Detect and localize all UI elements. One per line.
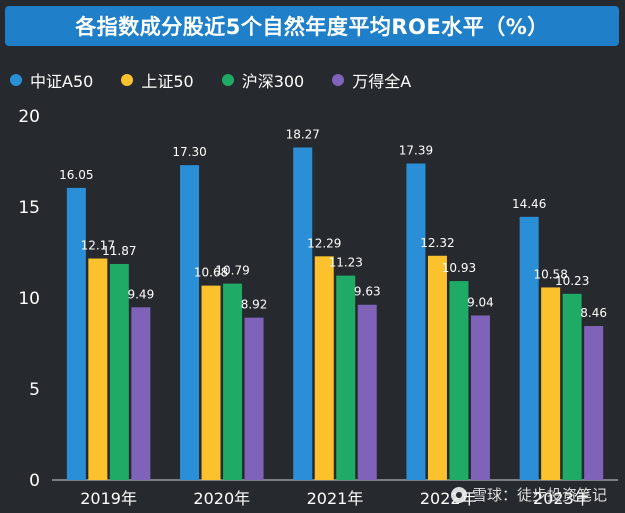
data-label: 10.68 [194, 266, 228, 280]
data-label: 10.23 [555, 274, 589, 288]
y-tick-label: 5 [29, 380, 40, 400]
legend-swatch [10, 74, 22, 86]
data-label: 12.29 [307, 236, 341, 250]
y-tick-label: 0 [29, 471, 40, 491]
data-label: 10.58 [533, 267, 567, 281]
data-label: 12.17 [81, 239, 115, 253]
legend-label: 万得全A [352, 72, 412, 91]
bar [519, 216, 539, 480]
legend-swatch [121, 74, 134, 86]
bar [293, 147, 313, 480]
data-label: 17.39 [399, 144, 433, 158]
data-label: 11.87 [102, 244, 136, 258]
data-label: 17.30 [172, 145, 206, 159]
bar [66, 187, 86, 480]
x-tick-label: 2019年 [80, 489, 137, 508]
x-tick-label: 2023年 [533, 489, 590, 508]
bar [223, 283, 243, 480]
y-tick-label: 10 [18, 289, 40, 309]
legend-item: 万得全A [332, 68, 411, 92]
snowball-logo-icon [450, 486, 467, 503]
bar [541, 287, 561, 480]
legend-item: 上证50 [121, 68, 194, 92]
legend-item: 中证A50 [10, 68, 93, 92]
bar [406, 163, 426, 480]
bar [584, 326, 604, 480]
bar [88, 258, 108, 480]
data-label: 12.32 [420, 236, 454, 250]
title-bar: 各指数成分股近5个自然年度平均ROE水平（%） [5, 6, 619, 46]
bar [427, 255, 447, 480]
legend-label: 沪深300 [241, 72, 305, 91]
legend-item: 沪深300 [221, 68, 305, 92]
data-label: 9.63 [354, 285, 381, 299]
data-label: 9.49 [127, 287, 154, 301]
bar [314, 256, 334, 480]
data-label: 14.46 [512, 197, 546, 211]
legend-label: 上证50 [141, 72, 194, 91]
data-label: 11.23 [329, 256, 363, 270]
legend-swatch [221, 74, 234, 86]
bar [244, 317, 264, 480]
bar [562, 293, 582, 480]
legend-swatch [332, 74, 345, 86]
bar [109, 263, 129, 480]
watermark-text: 雪球：徒步投资笔记 [471, 486, 607, 504]
data-label: 16.05 [59, 168, 93, 182]
data-label: 8.92 [241, 298, 268, 312]
watermark: 雪球：徒步投资笔记 [450, 484, 607, 505]
legend-label: 中证A50 [30, 72, 94, 91]
y-tick-label: 15 [18, 198, 40, 218]
bar [201, 285, 221, 480]
x-tick-label: 2020年 [193, 489, 250, 508]
bar [131, 307, 151, 480]
bar [470, 315, 490, 480]
bar [357, 304, 377, 480]
data-label: 10.93 [442, 261, 476, 275]
data-label: 10.79 [215, 264, 249, 278]
chart-title: 各指数成分股近5个自然年度平均ROE水平（%） [75, 15, 549, 39]
bar [449, 281, 469, 480]
legend: 中证A50 上证50 沪深300 万得全A [10, 68, 439, 92]
data-label: 18.27 [286, 127, 320, 141]
bar [336, 275, 356, 480]
data-label: 9.04 [467, 295, 494, 309]
data-label: 8.46 [580, 306, 607, 320]
bar [180, 165, 200, 480]
y-tick-label: 20 [18, 107, 40, 127]
x-tick-label: 2021年 [307, 489, 364, 508]
